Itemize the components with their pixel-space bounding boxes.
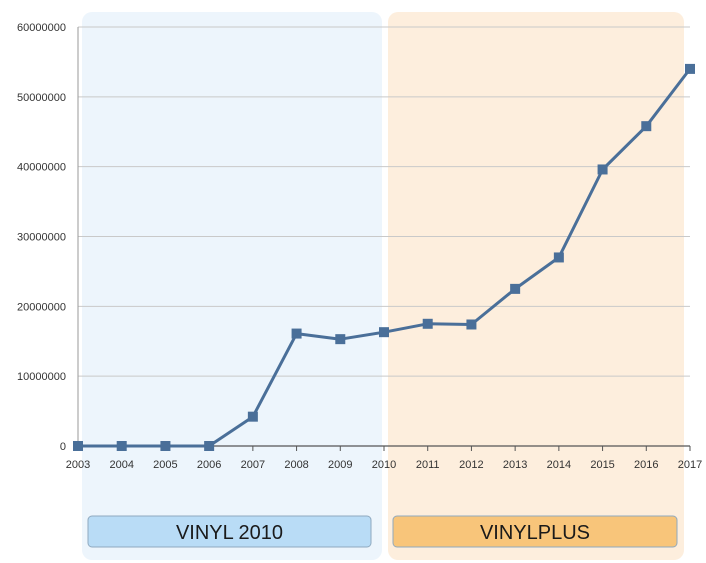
x-tick-label: 2010	[372, 459, 396, 471]
y-tick-label: 0	[60, 441, 66, 453]
data-point	[204, 441, 215, 451]
data-point	[553, 252, 564, 263]
data-point	[160, 441, 171, 451]
x-tick-label: 2014	[547, 459, 571, 471]
data-point	[247, 411, 258, 422]
x-tick-label: 2006	[197, 459, 221, 471]
series	[73, 63, 695, 451]
data-point	[597, 164, 608, 175]
y-tick-label: 40000000	[17, 162, 66, 174]
data-point	[335, 334, 346, 345]
x-tick-label: 2017	[678, 459, 702, 471]
data-point	[422, 318, 433, 329]
x-tick-label: 2008	[284, 459, 308, 471]
x-tick-label: 2009	[328, 459, 352, 471]
data-point	[116, 441, 127, 451]
data-point	[379, 327, 389, 338]
x-tick-label: 2003	[66, 459, 90, 471]
y-tick-label: 20000000	[17, 301, 66, 313]
grid-lines	[78, 26, 690, 377]
phase-bands	[82, 12, 684, 560]
phase-label-box-vinyl-2010	[87, 515, 372, 548]
data-point	[73, 441, 83, 451]
data-point	[291, 328, 302, 339]
x-tick-label: 2007	[241, 459, 265, 471]
data-point	[685, 63, 695, 74]
y-tick-label: 50000000	[17, 92, 66, 104]
x-tick-label: 2012	[459, 459, 483, 471]
x-tick-label: 2011	[416, 459, 440, 471]
phase-label-vinylplus: VINYLPLUS	[480, 522, 590, 544]
y-tick-label: 60000000	[17, 22, 66, 34]
x-tick-label: 2013	[503, 459, 527, 471]
phase-band-vinylplus	[388, 12, 684, 560]
phase-band-vinyl-2010	[82, 12, 382, 560]
phase-label-box-vinylplus	[392, 515, 678, 548]
data-point	[466, 319, 477, 330]
x-tick-label: 2004	[109, 459, 133, 471]
y-tick-labels: 0 10000000 20000000 30000000 40000000 5000000…	[17, 22, 66, 453]
x-tick-label: 2016	[634, 459, 658, 471]
x-tick-labels: 2003 2004 2005 2006 2007 2008 2009 2010 2011 2012…	[66, 459, 702, 471]
data-point	[641, 121, 652, 132]
data-point	[510, 283, 521, 294]
x-tick-label: 2015	[590, 459, 614, 471]
x-tick-label: 2005	[153, 459, 177, 471]
phase-labels: VINYL 2010 VINYLPLUS	[87, 515, 678, 548]
phase-label-vinyl-2010: VINYL 2010	[176, 522, 283, 544]
y-tick-label: 30000000	[17, 232, 66, 244]
y-tick-label: 10000000	[17, 371, 66, 383]
